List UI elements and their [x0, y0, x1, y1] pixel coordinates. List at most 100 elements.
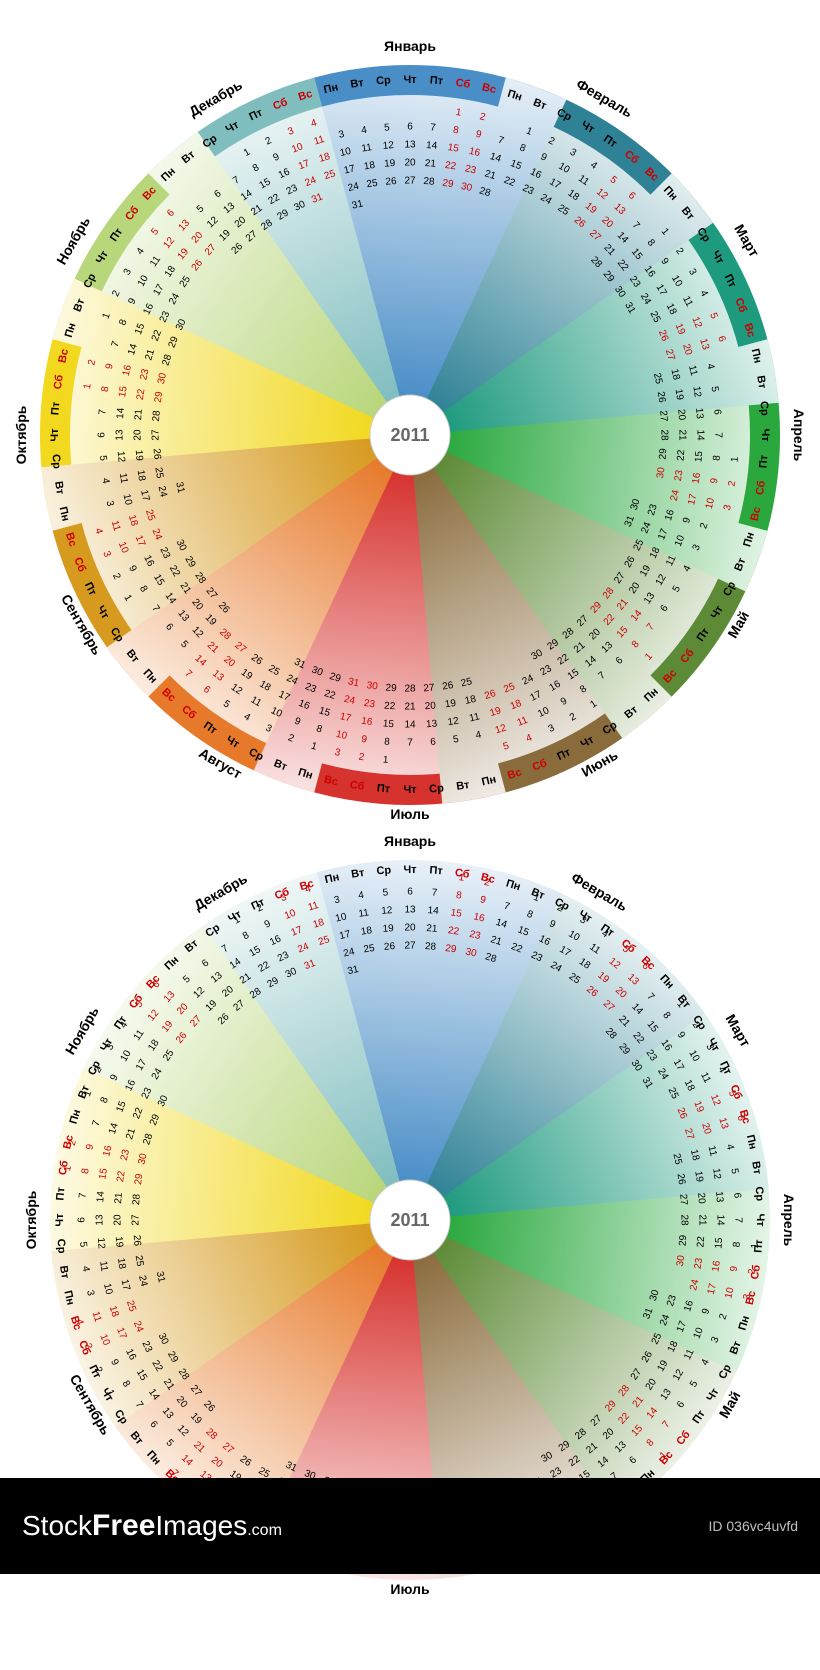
date-cell: 27 [657, 410, 669, 422]
date-cell: 7 [407, 738, 413, 749]
date-cell: 21 [426, 923, 438, 935]
date-cell: 13 [404, 905, 416, 916]
date-cell: 25 [363, 943, 376, 956]
date-cell: 12 [95, 1237, 107, 1249]
date-cell: 6 [407, 887, 413, 898]
date-cell: 26 [131, 1235, 143, 1247]
date-cell: 22 [135, 388, 148, 401]
date-cell: 23 [673, 469, 686, 482]
date-cell: 28 [423, 176, 435, 188]
date-cell: 21 [404, 702, 416, 713]
day-header: Пт [429, 74, 444, 87]
calendar-variant-a: ЯнварьПнВтСрЧтПтСбВс12345678910111213141… [10, 35, 810, 835]
date-cell: 25 [366, 178, 379, 191]
day-header: Ср [753, 1186, 766, 1202]
date-cell: 20 [404, 923, 416, 934]
day-header: Вт [455, 779, 470, 793]
date-cell: 26 [151, 448, 163, 460]
date-cell: 20 [404, 158, 416, 169]
month-label-0: Январь [384, 38, 436, 54]
date-cell: 11 [97, 1260, 109, 1272]
date-cell: 16 [710, 1259, 723, 1272]
month-label-3: Апрель [791, 409, 807, 462]
date-cell: 14 [95, 1190, 107, 1202]
date-cell: 30 [655, 466, 668, 479]
month-label-2: Март [731, 221, 762, 259]
date-cell: 19 [673, 388, 686, 401]
day-header: Чт [49, 428, 61, 442]
date-cell: 12 [447, 716, 460, 729]
date-cell: 29 [133, 1172, 146, 1185]
date-cell: 21 [676, 429, 687, 441]
date-cell: 28 [425, 941, 437, 953]
date-cell: 12 [690, 385, 703, 398]
date-cell: 26 [384, 941, 396, 953]
date-cell: 21 [133, 408, 145, 420]
day-header: Чт [403, 74, 417, 86]
day-header: Чт [754, 1213, 766, 1227]
date-cell: 20 [113, 1214, 124, 1226]
date-cell: 19 [382, 923, 394, 935]
date-cell: 29 [677, 1234, 689, 1246]
date-cell: 12 [710, 1167, 723, 1180]
date-cell: 26 [385, 176, 397, 188]
date-cell: 15 [97, 1167, 110, 1180]
day-header: Чт [403, 784, 417, 796]
date-cell: 11 [358, 907, 370, 919]
date-cell: 29 [153, 390, 166, 403]
date-cell: 14 [427, 905, 439, 917]
month-label-9: Октябрь [13, 405, 29, 464]
date-cell: 27 [404, 941, 416, 952]
date-cell: 28 [658, 429, 669, 441]
date-cell: 14 [115, 407, 127, 419]
date-cell: 14 [714, 1214, 725, 1226]
month-label-9: Октябрь [23, 1190, 39, 1249]
month-label-3: Апрель [781, 1194, 797, 1247]
day-header: Ср [376, 74, 392, 87]
date-cell: 14 [426, 140, 438, 152]
day-header: Вт [52, 480, 66, 495]
day-header: Чт [54, 1213, 66, 1227]
date-cell: 20 [133, 429, 144, 441]
date-cell: 13 [713, 1191, 725, 1203]
date-cell: 19 [444, 698, 457, 711]
date-cell: 27 [131, 1214, 142, 1226]
date-cell: 15 [693, 450, 705, 462]
date-cell: 11 [117, 472, 129, 484]
day-header: Вт [57, 1265, 71, 1280]
date-cell: 25 [152, 467, 165, 480]
year-label: 2011 [390, 1210, 429, 1230]
watermark-id: ID 036vc4uvfd [709, 1518, 799, 1534]
date-cell: 13 [115, 429, 126, 441]
day-header: Сб [455, 77, 471, 91]
date-cell: 19 [692, 1170, 705, 1183]
date-cell: 15 [447, 142, 460, 155]
date-cell: 16 [360, 716, 373, 729]
date-cell: 19 [384, 158, 396, 170]
day-header: Сб [754, 480, 768, 496]
date-cell: 18 [360, 925, 373, 938]
date-cell: 14 [404, 720, 416, 731]
date-cell: 20 [424, 700, 436, 712]
date-cell: 25 [133, 1255, 146, 1268]
date-cell: 30 [366, 680, 379, 693]
watermark-footer: StockFreeImages.com ID 036vc4uvfd [0, 1478, 820, 1574]
date-cell: 20 [675, 409, 687, 421]
day-header: Ср [50, 454, 63, 470]
date-cell: 19 [113, 1236, 125, 1248]
month-label-6: Июль [390, 806, 430, 822]
date-cell: 22 [675, 449, 687, 461]
date-cell: 28 [151, 410, 163, 422]
date-cell: 11 [361, 142, 373, 154]
day-header: Вт [749, 1160, 763, 1175]
date-cell: 22 [115, 1170, 128, 1183]
date-cell: 7 [732, 1217, 743, 1223]
date-cell: 22 [447, 925, 460, 938]
date-cell: 29 [658, 448, 670, 460]
day-header: Пт [49, 401, 62, 416]
date-cell: 29 [385, 683, 397, 695]
month-label-2: Март [723, 1011, 754, 1049]
day-header: Пт [757, 454, 770, 469]
date-cell: 29 [444, 943, 457, 956]
date-cell: 26 [655, 391, 668, 404]
